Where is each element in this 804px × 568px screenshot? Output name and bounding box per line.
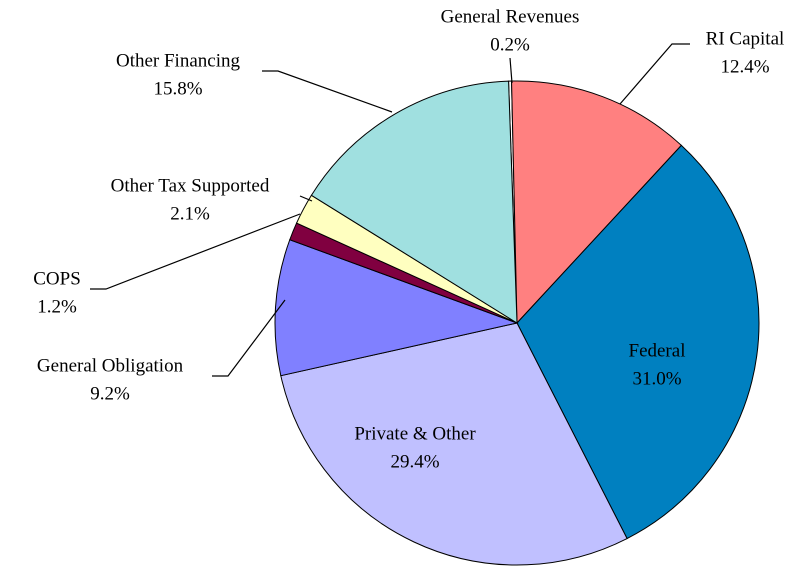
slice-label: General Obligation xyxy=(37,355,184,376)
pie-slice xyxy=(516,144,760,540)
slice-value-label: 1.2% xyxy=(37,296,77,317)
slice-label: COPS xyxy=(33,268,81,289)
slice-value-label: 9.2% xyxy=(90,383,130,404)
slice-value-label: 29.4% xyxy=(390,451,439,472)
leader-line xyxy=(90,213,301,290)
slice-label: RI Capital xyxy=(706,28,785,49)
slice-label: General Revenues xyxy=(441,6,580,27)
leader-line xyxy=(262,70,393,113)
slice-value-label: 31.0% xyxy=(632,368,681,389)
slice-value-label: 15.8% xyxy=(153,78,202,99)
leader-line xyxy=(619,43,690,105)
pie-slice xyxy=(280,322,628,566)
pie-slice xyxy=(511,80,683,325)
slice-label: Federal xyxy=(629,340,686,361)
slice-label: Other Financing xyxy=(116,50,241,71)
leader-line xyxy=(299,195,313,202)
slice-value-label: 12.4% xyxy=(720,56,769,77)
slice-value-label: 2.1% xyxy=(170,203,210,224)
leader-line xyxy=(212,299,286,377)
slice-label: Other Tax Supported xyxy=(111,175,270,196)
pie-slice xyxy=(310,80,518,324)
slice-label: Private & Other xyxy=(354,423,476,444)
pie-slice xyxy=(274,239,519,377)
leader-line xyxy=(509,57,513,84)
slice-value-label: 0.2% xyxy=(490,34,530,55)
